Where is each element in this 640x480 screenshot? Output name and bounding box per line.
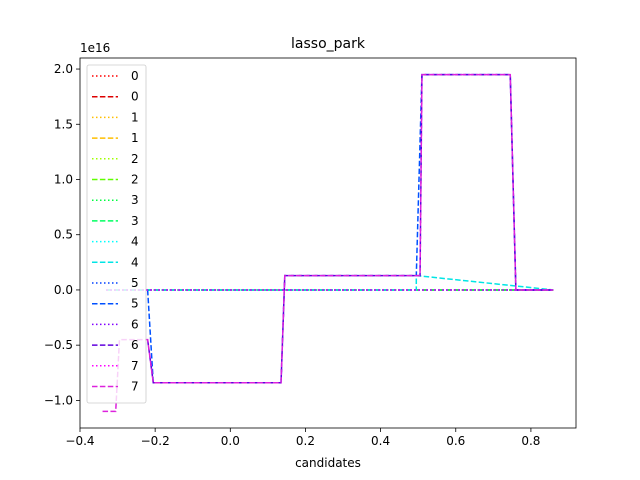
- legend-label: 0: [131, 90, 139, 104]
- x-tick-label: 0.8: [521, 434, 540, 448]
- legend-label: 4: [131, 235, 139, 249]
- y-tick-label: 0.5: [54, 228, 73, 242]
- legend-label: 1: [131, 131, 139, 145]
- legend-label: 6: [131, 338, 139, 352]
- x-tick-label: 0.6: [446, 434, 465, 448]
- legend-label: 5: [131, 276, 139, 290]
- legend-label: 3: [131, 214, 139, 228]
- legend-label: 7: [131, 359, 139, 373]
- plot-frame: [79, 57, 577, 429]
- y-tick-label: 2.0: [54, 62, 73, 76]
- legend-label: 2: [131, 152, 139, 166]
- y-offset-label: 1e16: [80, 41, 110, 55]
- legend-label: 4: [131, 255, 139, 269]
- legend-box: [86, 64, 147, 404]
- x-tick-label: −0.2: [141, 434, 170, 448]
- legend-label: 2: [131, 173, 139, 187]
- legend-label: 0: [131, 69, 139, 83]
- legend-label: 5: [131, 297, 139, 311]
- legend-label: 7: [131, 380, 139, 394]
- legend-label: 6: [131, 317, 139, 331]
- x-tick-label: 0.0: [221, 434, 240, 448]
- x-tick-label: −0.4: [65, 434, 94, 448]
- legend: 0 0 1 1 2 2 3 3 4 4 5 5 6 6 7 7: [86, 64, 147, 404]
- ticks-layer: −0.4 −0.2 0.0 0.2 0.4 0.6 0.8 −1.0 −0.5 0.0 0.5 1.0…: [44, 62, 541, 448]
- y-tick-label: 1.0: [54, 172, 73, 186]
- chart-title: lasso_park: [291, 36, 366, 52]
- y-tick-label: −0.5: [44, 338, 73, 352]
- series-line-4-dashed: [106, 274, 554, 291]
- x-tick-label: 0.4: [371, 434, 390, 448]
- y-tick-label: 1.5: [54, 117, 73, 131]
- y-tick-label: −1.0: [44, 393, 73, 407]
- legend-label: 1: [131, 110, 139, 124]
- y-tick-label: 0.0: [54, 283, 73, 297]
- x-tick-label: 0.2: [296, 434, 315, 448]
- x-axis-label: candidates: [295, 456, 361, 470]
- legend-label: 3: [131, 193, 139, 207]
- plot-background: [80, 58, 576, 428]
